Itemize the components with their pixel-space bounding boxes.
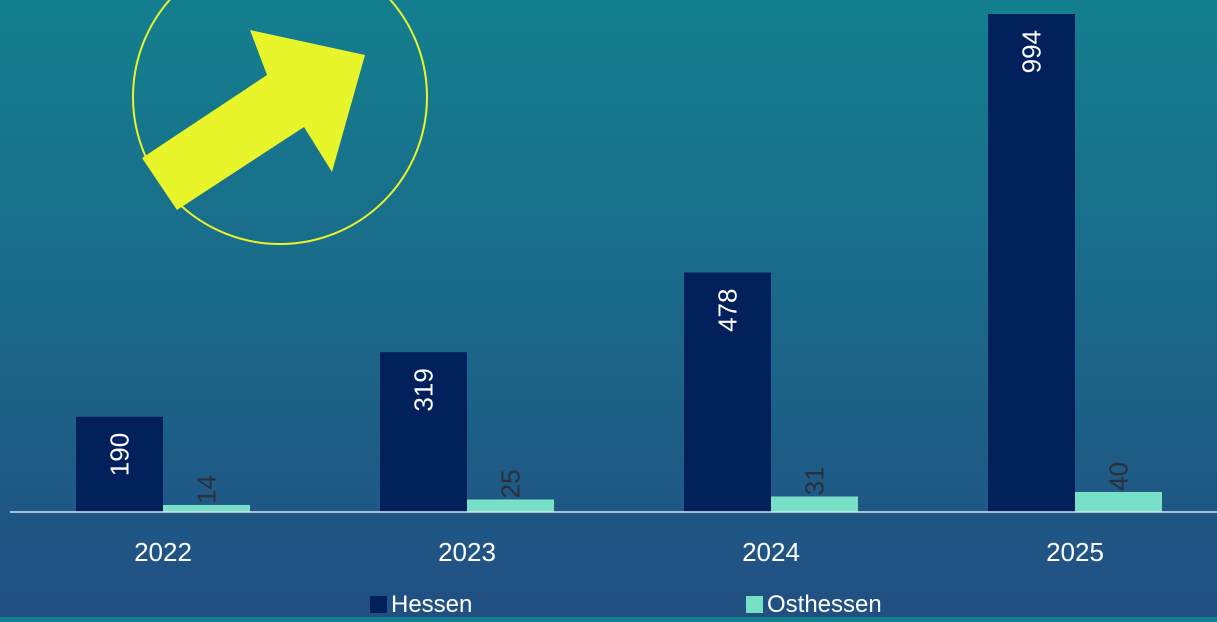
trend-up-arrow-icon xyxy=(132,0,428,245)
data-label-hessen-2022: 190 xyxy=(105,433,135,476)
data-label-osthessen-2022: 14 xyxy=(192,475,222,504)
legend: Hessen Osthessen xyxy=(370,591,882,618)
x-tick-label-2024: 2024 xyxy=(742,537,800,567)
x-tick-label-2025: 2025 xyxy=(1046,537,1104,567)
bar-hessen-2025 xyxy=(988,14,1075,512)
legend-label-hessen: Hessen xyxy=(391,591,472,617)
data-label-osthessen-2023: 25 xyxy=(496,469,526,498)
trend-circle xyxy=(132,0,428,245)
bar-hessen-2023 xyxy=(380,352,467,512)
bar-hessen-2022 xyxy=(76,416,163,512)
data-label-hessen-2023: 319 xyxy=(409,368,439,411)
data-labels-group: 190 14 319 25 478 31 994 40 xyxy=(105,30,1134,504)
data-label-hessen-2025: 994 xyxy=(1017,30,1047,73)
legend-label-osthessen: Osthessen xyxy=(767,591,882,617)
trend-arrow xyxy=(142,30,365,210)
legend-swatch-hessen xyxy=(370,596,387,613)
data-label-hessen-2024: 478 xyxy=(713,289,743,332)
bar-osthessen-2024 xyxy=(771,496,858,512)
bars-group xyxy=(76,14,1162,512)
data-label-osthessen-2024: 31 xyxy=(800,466,830,495)
x-tick-labels-group: 2022 2023 2024 2025 xyxy=(134,537,1104,567)
bar-osthessen-2022 xyxy=(163,504,250,512)
bar-osthessen-2023 xyxy=(467,499,554,512)
x-tick-label-2023: 2023 xyxy=(438,537,496,567)
bar-osthessen-2025 xyxy=(1075,491,1162,512)
data-label-osthessen-2025: 40 xyxy=(1104,462,1134,491)
legend-swatch-osthessen xyxy=(746,596,763,613)
x-tick-label-2022: 2022 xyxy=(134,537,192,567)
bar-hessen-2024 xyxy=(684,272,771,512)
